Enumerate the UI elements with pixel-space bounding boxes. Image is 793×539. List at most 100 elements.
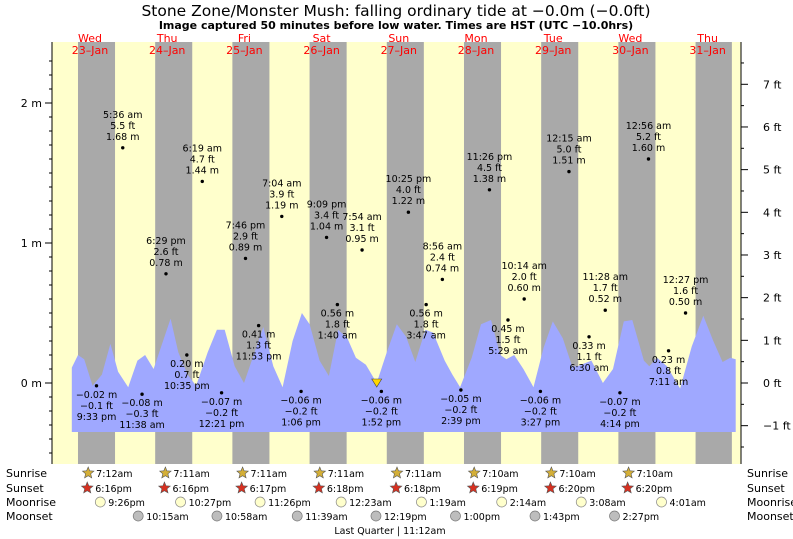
tide-extreme-label: 1.5 ft [495,335,520,346]
moonset-time: 11:39am [305,512,347,523]
sunset-star-icon [312,481,326,494]
tide-extreme-dot [243,256,248,261]
tide-extreme-dot [666,349,671,353]
tide-extreme-label: −0.1 ft [80,401,113,412]
tide-extreme-label: 3.9 ft [269,189,294,200]
tide-extreme-label: 3.1 ft [350,223,375,234]
moonset-moon-icon [291,510,303,522]
almanac-row-label-left: Moonset [6,510,53,523]
tide-extreme-label: −0.06 m [520,395,561,406]
tide-extreme-label: 0.89 m [229,242,262,253]
sunrise-time: 7:10am [482,469,518,480]
tide-extreme-dot [506,318,510,322]
tide-extreme-label: −0.2 ft [365,406,398,417]
tide-extreme-dot [219,391,224,395]
moonrise-time: 9:26pm [108,498,145,509]
right-tick-label: 4 ft [763,206,782,219]
tide-extreme-label: 7:54 am [342,212,381,223]
tide-extreme-dot [360,248,364,252]
tide-extreme-label: 0.8 ft [656,366,681,377]
tide-extreme-label: 2.9 ft [233,231,258,242]
sunrise-star-icon [544,466,558,479]
day-label-date: 25–Jan [226,44,262,57]
moonrise-time: 10:27pm [189,498,232,509]
moonrise-moon-icon [335,496,347,508]
tide-extreme-label: 1.38 m [473,174,506,185]
tide-extreme-label: −0.3 ft [126,409,159,420]
tide-extreme-dot [587,335,591,339]
tide-extreme-label: 1.04 m [310,221,343,232]
tide-extreme-label: −0.2 ft [205,408,238,419]
sunset-time: 6:19pm [481,484,518,495]
sunset-time: 6:17pm [250,484,287,495]
tide-extreme-label: 12:21 pm [199,419,245,430]
day-label-dow: Thu [696,32,718,45]
tide-extreme-label: 0.95 m [345,234,378,245]
tide-extreme-label: 0.33 m [572,341,605,352]
almanac-row-label-right: Sunrise [747,467,788,480]
tide-extreme-dot [406,210,411,214]
tide-extreme-label: 5:36 am [103,110,142,121]
sunset-time: 6:20pm [558,484,595,495]
tide-curve-area [71,313,736,432]
day-label-date: 24–Jan [149,44,185,57]
tide-extreme-label: 9:33 pm [77,412,117,423]
tide-extreme-label: 1:06 pm [281,417,321,428]
moonrise-moon-icon [575,496,587,508]
tide-extreme-label: −0.07 m [201,397,242,408]
sunset-time: 6:18pm [404,484,441,495]
moonset-moon-icon [609,510,620,522]
sunset-star-icon [389,481,403,494]
chart-title: Stone Zone/Monster Mush: falling ordinar… [141,2,650,20]
tide-extreme-label: 3:47 am [406,331,445,342]
tide-extreme-label: −0.08 m [121,398,162,409]
day-label-date: 27–Jan [381,44,417,57]
tide-extreme-label: 0.52 m [589,294,622,305]
tide-extreme-label: −0.06 m [361,395,402,406]
tide-extreme-label: −0.2 ft [524,406,557,417]
tide-extreme-label: 1:52 pm [362,417,402,428]
moonrise-moon-icon [175,496,186,508]
tide-extreme-label: 12:27 pm [663,275,709,286]
day-label-dow: Sat [313,32,332,45]
day-label-date: 30–Jan [612,44,648,57]
moonrise-time: 1:19am [429,498,465,509]
tide-extreme-label: 7:11 am [649,377,688,388]
sunset-star-icon [543,481,557,494]
tide-extreme-label: 5.5 ft [110,121,135,132]
tide-extreme-label: 1.8 ft [414,320,439,331]
tide-extreme-label: −0.2 ft [444,405,477,416]
tide-extreme-label: −0.2 ft [285,406,318,417]
sunrise-star-icon [236,466,250,479]
tide-extreme-label: 4.7 ft [190,154,215,165]
tide-extreme-label: 1.8 ft [325,320,350,331]
tide-extreme-label: 2.0 ft [512,272,537,283]
moonset-moon-icon [529,510,541,522]
moonrise-time: 3:08am [589,498,625,509]
tide-extreme-label: −0.07 m [599,397,640,408]
tide-extreme-label: 8:56 am [423,241,462,252]
right-tick-label: 0 ft [763,377,782,390]
tide-extreme-label: 0.74 m [426,263,459,274]
tide-extreme-label: 0.56 m [321,309,354,320]
day-label-dow: Wed [618,32,642,45]
sunrise-time: 7:10am [637,469,673,480]
tide-extreme-label: 2.4 ft [430,252,455,263]
almanac-row-label-right: Moonset [747,510,793,523]
right-tick-label: 2 ft [763,292,782,305]
sunrise-star-icon [467,466,481,479]
tide-extreme-label: 11:38 am [119,420,164,431]
sunset-star-icon [621,481,635,494]
moon-phase-label: Last Quarter | 11:12am [334,526,445,537]
day-label-dow: Fri [238,32,251,45]
tide-extreme-label: 1.60 m [632,143,665,154]
tide-extreme-label: −0.2 ft [603,408,636,419]
tide-extreme-dot [618,391,622,395]
day-label-dow: Mon [464,32,487,45]
sunset-time: 6:16pm [95,484,132,495]
tide-extreme-label: 3.4 ft [314,210,339,221]
tide-extreme-label: 10:25 pm [386,174,432,185]
tide-extreme-label: 1.3 ft [246,341,271,352]
